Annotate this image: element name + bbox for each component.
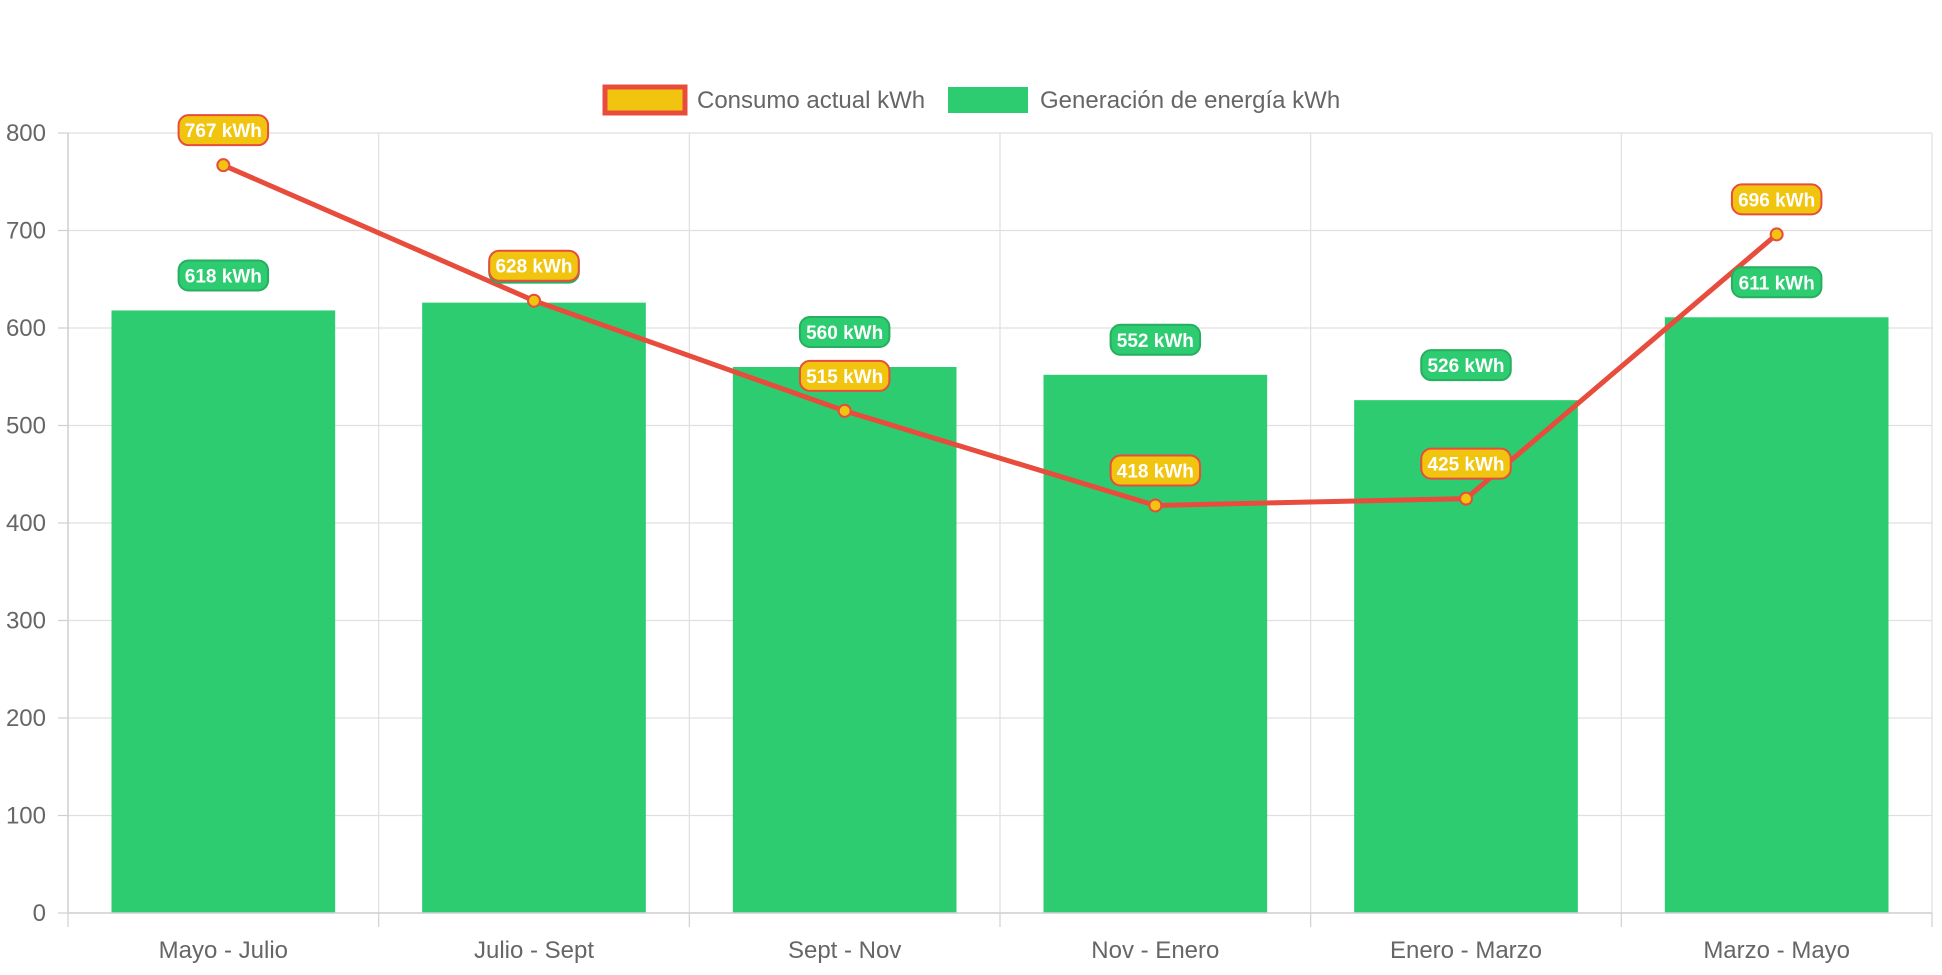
x-tick-label: Sept - Nov: [788, 937, 901, 964]
line-path: [220, 162, 1780, 508]
line-point[interactable]: [837, 403, 852, 418]
bar-data-label: 526 kWh: [1420, 349, 1512, 382]
line-data-label-box: [1730, 183, 1823, 216]
bar-data-label-text: 552 kWh: [1117, 331, 1194, 352]
line-point[interactable]: [216, 158, 231, 173]
line-point[interactable]: [527, 293, 541, 308]
y-tick-label: 700: [6, 218, 46, 245]
x-tick-label: Enero - Marzo: [1390, 937, 1542, 964]
line-data-label: 696 kWh: [1730, 183, 1823, 216]
bar[interactable]: [732, 367, 957, 913]
line-data-label-box: [1420, 447, 1512, 480]
y-tick-label: 500: [6, 413, 46, 440]
y-tick-label: 200: [6, 705, 46, 732]
line-data-label-text: 696 kWh: [1738, 190, 1815, 211]
line-data-label-text: 425 kWh: [1427, 455, 1504, 476]
line-data-label-box: [488, 249, 580, 282]
bar-data-label-text: 526 kWh: [1427, 356, 1504, 377]
x-tick-label: Mayo - Julio: [159, 937, 288, 964]
line-point[interactable]: [1769, 227, 1784, 242]
data-labels: 618 kWh 628 kWh 560 kWh 552 kWh 526 kWh 611 k…: [177, 114, 1823, 487]
y-tick-label: 300: [6, 608, 46, 635]
bar-data-label: 552 kWh: [1109, 323, 1202, 356]
line-data-label: 425 kWh: [1420, 447, 1512, 480]
line-series: [216, 158, 1784, 513]
line-data-label: 418 kWh: [1109, 454, 1202, 487]
line-point[interactable]: [1459, 491, 1473, 506]
axes: 0 100 200 300 400 500 600 700 800 Mayo - Julio Jul…: [6, 120, 1933, 964]
line-data-label-text: 767 kWh: [185, 121, 262, 142]
y-tick-label: 400: [6, 510, 46, 537]
bar[interactable]: [422, 302, 646, 913]
x-tick-label: Nov - Enero: [1091, 937, 1219, 964]
legend-swatch-generacion[interactable]: [948, 87, 1028, 113]
y-tick-label: 0: [33, 900, 46, 927]
line-data-label-text: 628 kWh: [495, 257, 572, 278]
bar-data-label-text: 618 kWh: [185, 266, 262, 287]
bar[interactable]: [1664, 317, 1889, 913]
x-tick-label: Julio - Sept: [474, 937, 594, 964]
bar-data-label: 618 kWh: [177, 259, 270, 292]
legend[interactable]: Consumo actual kWh Generación de energía …: [602, 84, 1340, 116]
line-data-label: 628 kWh: [488, 249, 580, 282]
legend-label-consumo[interactable]: Consumo actual kWh: [697, 87, 925, 114]
grid: [67, 132, 1933, 914]
bar-data-label-box: [1730, 266, 1823, 299]
bar[interactable]: [1354, 400, 1578, 913]
bar-data-label-box: [798, 316, 891, 348]
y-tick-label: 600: [6, 315, 46, 342]
legend-label-generacion[interactable]: Generación de energía kWh: [1040, 87, 1340, 114]
line-data-label-box: [177, 114, 270, 147]
line-data-label-text: 515 kWh: [806, 367, 883, 388]
bar-data-label: 611 kWh: [1730, 266, 1823, 299]
y-tick-label: 800: [6, 120, 46, 147]
line-data-label-box: [1109, 454, 1202, 487]
line-data-label-text: 418 kWh: [1117, 461, 1194, 482]
line-point[interactable]: [1148, 498, 1163, 513]
bar-data-label-box: [1109, 323, 1202, 356]
y-tick-label: 100: [6, 803, 46, 830]
bar-data-label: 560 kWh: [798, 316, 891, 348]
x-tick-label: Marzo - Mayo: [1703, 937, 1850, 964]
line-data-label: 515 kWh: [798, 359, 891, 392]
line-data-label-box: [798, 359, 891, 392]
bar-data-label-text: 560 kWh: [806, 323, 883, 344]
bar-data-label-text: 611 kWh: [1739, 273, 1815, 294]
bar[interactable]: [111, 310, 336, 913]
bar-data-label-box: [177, 259, 270, 292]
line-data-label: 767 kWh: [177, 114, 270, 147]
legend-swatch-consumo[interactable]: [602, 84, 688, 116]
bar-data-label-box: [1420, 349, 1512, 382]
